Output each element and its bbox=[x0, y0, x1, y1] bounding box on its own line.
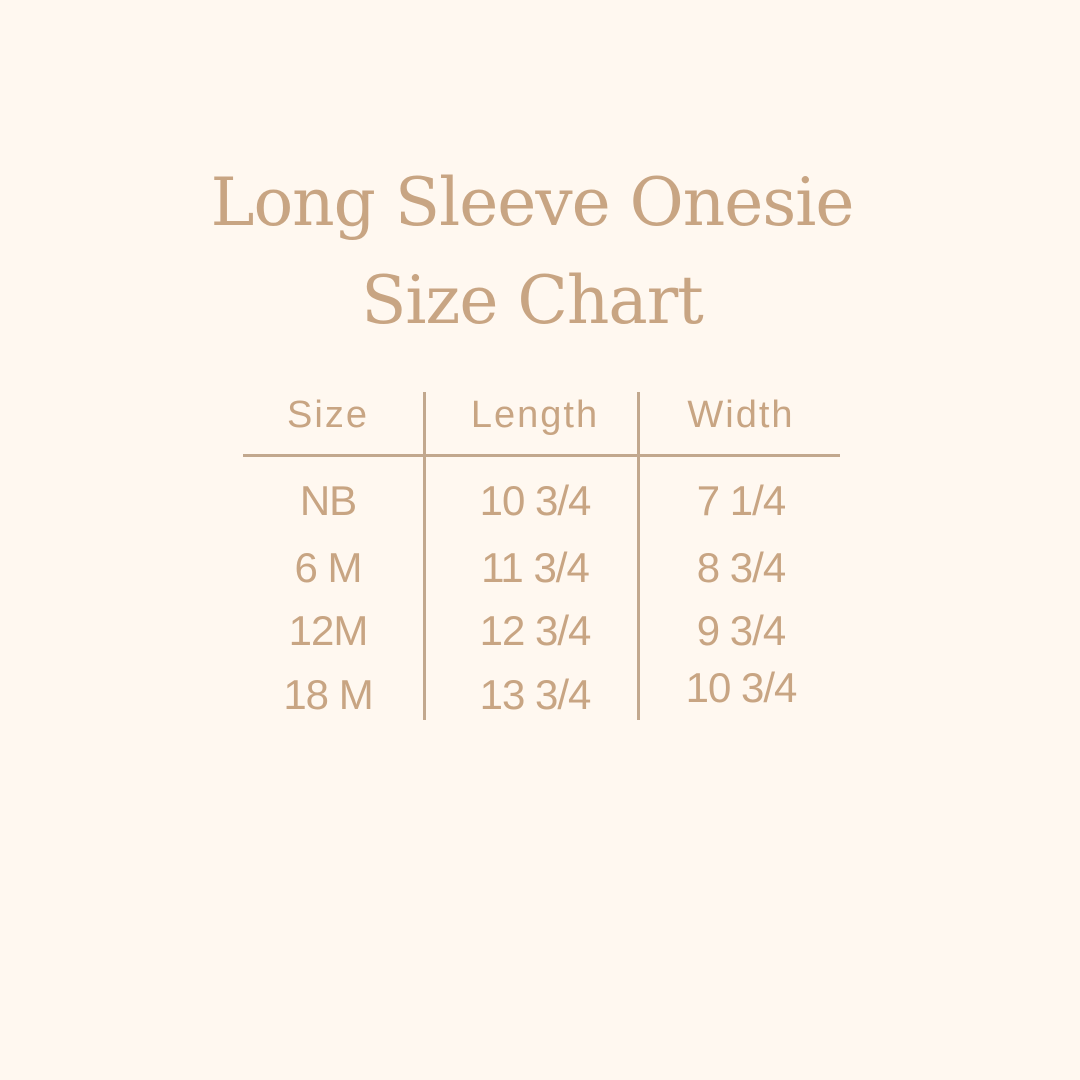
header-size: Size bbox=[287, 394, 369, 436]
column-divider bbox=[423, 392, 426, 720]
column-divider bbox=[637, 392, 640, 720]
cell-size: NB bbox=[299, 477, 357, 524]
cell-length: 11 3/4 bbox=[481, 544, 590, 591]
cell-width: 8 3/4 bbox=[696, 544, 786, 591]
cell-width: 9 3/4 bbox=[696, 607, 786, 654]
header-length: Length bbox=[470, 394, 600, 436]
cell-width: 7 1/4 bbox=[696, 477, 786, 524]
title-line-1: Long Sleeve Onesie bbox=[210, 164, 855, 241]
cell-size: 18 M bbox=[283, 671, 373, 718]
header-divider bbox=[243, 454, 840, 457]
cell-size: 6 M bbox=[294, 544, 362, 591]
title-line-2: Size Chart bbox=[361, 262, 704, 339]
cell-length: 12 3/4 bbox=[479, 607, 592, 654]
cell-width: 10 3/4 bbox=[685, 664, 798, 711]
cell-length: 10 3/4 bbox=[479, 477, 592, 524]
cell-size: 12M bbox=[288, 607, 369, 654]
header-width: Width bbox=[687, 394, 795, 436]
cell-length: 13 3/4 bbox=[479, 671, 592, 718]
